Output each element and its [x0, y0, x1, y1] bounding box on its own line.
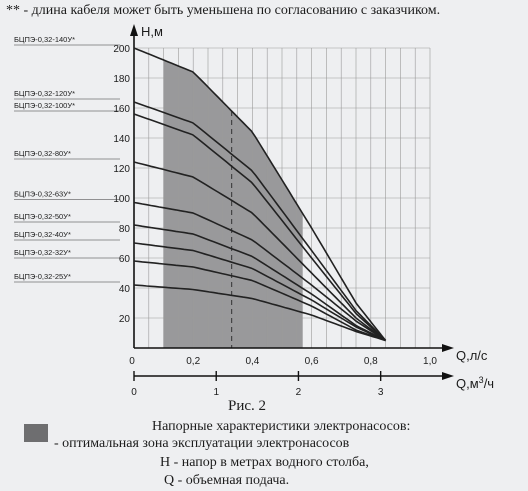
x-tick-label: 0,8 — [364, 356, 378, 367]
pump-curve — [133, 47, 387, 341]
y-tick-label: 180 — [113, 74, 130, 85]
y-tick-label: 160 — [113, 104, 130, 115]
y-tick-label: 40 — [119, 284, 131, 295]
y-tick-label: 100 — [113, 194, 130, 205]
x-tick-label: 1,0 — [423, 356, 437, 367]
x2-tick-label: 1 — [213, 387, 219, 398]
series-label: БЦПЭ-0,32-25У* — [14, 272, 71, 281]
series-label: БЦПЭ-0,32-80У* — [14, 149, 71, 158]
x2-axis-label: Q,м3/ч — [456, 375, 494, 391]
pump-curve — [133, 113, 387, 342]
figure-number: Рис. 2 — [228, 398, 267, 414]
y-tick-label: 120 — [113, 164, 130, 175]
x-tick-label: 0 — [129, 356, 135, 367]
y-tick-label: 80 — [119, 224, 131, 235]
caption-title: Напорные характеристики электронасосов: — [152, 419, 411, 434]
x2-tick-label: 0 — [131, 387, 137, 398]
x-tick-label: 0,2 — [186, 356, 200, 367]
series-label: БЦПЭ-0,32-32У* — [14, 248, 71, 257]
y-tick-label: 60 — [119, 254, 131, 265]
grid-layer — [133, 47, 431, 349]
legend-q-text: Q - объемная подача. — [164, 473, 290, 488]
cable-length-note: ** - длина кабеля может быть уменьшена п… — [6, 3, 441, 18]
x-tick-label: 0,6 — [305, 356, 319, 367]
y-tick-label: 20 — [119, 314, 131, 325]
labels-layer: БЦПЭ-0,32-140У* БЦПЭ-0,32-120У* БЦПЭ-0,32-… — [14, 35, 120, 283]
series-label: БЦПЭ-0,32-140У* — [14, 35, 75, 44]
pump-curve — [133, 284, 386, 342]
legend-zone-text: - оптимальная зона эксплуатации электрон… — [54, 436, 350, 451]
y-tick-label: 200 — [113, 44, 130, 55]
pump-curve — [133, 201, 387, 342]
x2-tick-label: 2 — [296, 387, 302, 398]
series-label: БЦПЭ-0,32-50У* — [14, 212, 71, 221]
x2-tick-label: 3 — [378, 387, 384, 398]
y-axis-label: H,м — [141, 24, 163, 39]
x-axis-label: Q,л/с — [456, 348, 488, 363]
pump-curve — [133, 260, 386, 342]
y-axis-arrow — [130, 24, 138, 36]
x2-axis-arrow — [442, 372, 454, 380]
legend-h-text: H - напор в метрах водного столба, — [160, 455, 369, 470]
optimal-zone-swatch — [24, 424, 48, 442]
pump-curve — [133, 161, 387, 342]
curves-layer — [133, 47, 387, 342]
series-label: БЦПЭ-0,32-120У* — [14, 89, 75, 98]
y-tick-label: 140 — [113, 134, 130, 145]
pump-curve — [133, 224, 386, 342]
pump-curve — [133, 242, 386, 342]
series-label: БЦПЭ-0,32-63У* — [14, 190, 71, 199]
series-label: БЦПЭ-0,32-40У* — [14, 230, 71, 239]
x-axis-arrow — [442, 344, 454, 352]
x-tick-label: 0,4 — [245, 356, 259, 367]
pump-curve — [133, 101, 387, 342]
series-label: БЦПЭ-0,32-100У* — [14, 101, 75, 110]
